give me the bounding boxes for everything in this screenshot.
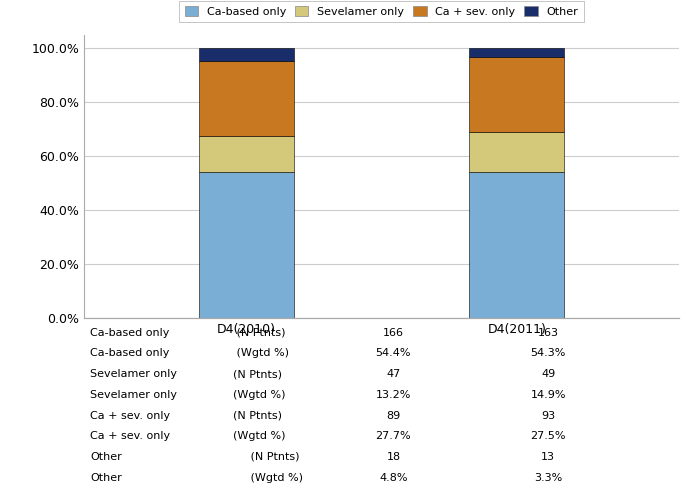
- Text: 27.7%: 27.7%: [376, 431, 411, 441]
- Text: 93: 93: [541, 410, 555, 420]
- Text: (Wgtd %): (Wgtd %): [232, 348, 288, 358]
- Text: 13.2%: 13.2%: [376, 390, 411, 400]
- Text: (N Ptnts): (N Ptnts): [232, 410, 281, 420]
- Text: 14.9%: 14.9%: [531, 390, 566, 400]
- Text: 18: 18: [386, 452, 400, 462]
- Bar: [199, 172, 293, 318]
- Text: Sevelamer only: Sevelamer only: [90, 390, 177, 400]
- Text: (N Ptnts): (N Ptnts): [232, 328, 286, 338]
- Bar: [199, 136, 293, 172]
- Text: 13: 13: [541, 452, 555, 462]
- Text: 3.3%: 3.3%: [534, 472, 562, 482]
- Bar: [470, 172, 564, 318]
- Text: 54.3%: 54.3%: [531, 348, 566, 358]
- Text: (N Ptnts): (N Ptnts): [232, 369, 281, 379]
- Text: Ca-based only: Ca-based only: [90, 328, 169, 338]
- Text: Ca-based only: Ca-based only: [90, 348, 169, 358]
- Bar: [199, 48, 293, 61]
- Bar: [470, 132, 564, 172]
- Text: 89: 89: [386, 410, 400, 420]
- Text: 166: 166: [383, 328, 404, 338]
- Text: Ca + sev. only: Ca + sev. only: [90, 410, 170, 420]
- Bar: [199, 61, 293, 136]
- Text: (N Ptnts): (N Ptnts): [232, 452, 300, 462]
- Text: 54.4%: 54.4%: [376, 348, 411, 358]
- Text: Ca + sev. only: Ca + sev. only: [90, 431, 170, 441]
- Bar: [470, 58, 564, 132]
- Text: 163: 163: [538, 328, 559, 338]
- Bar: [470, 48, 564, 58]
- Text: (Wgtd %): (Wgtd %): [232, 390, 286, 400]
- Text: (Wgtd %): (Wgtd %): [232, 472, 302, 482]
- Text: 49: 49: [541, 369, 555, 379]
- Text: (Wgtd %): (Wgtd %): [232, 431, 286, 441]
- Text: 4.8%: 4.8%: [379, 472, 407, 482]
- Legend: Ca-based only, Sevelamer only, Ca + sev. only, Other: Ca-based only, Sevelamer only, Ca + sev.…: [179, 1, 584, 22]
- Text: Other: Other: [90, 452, 122, 462]
- Text: 47: 47: [386, 369, 400, 379]
- Text: Other: Other: [90, 472, 122, 482]
- Text: Sevelamer only: Sevelamer only: [90, 369, 177, 379]
- Text: 27.5%: 27.5%: [531, 431, 566, 441]
